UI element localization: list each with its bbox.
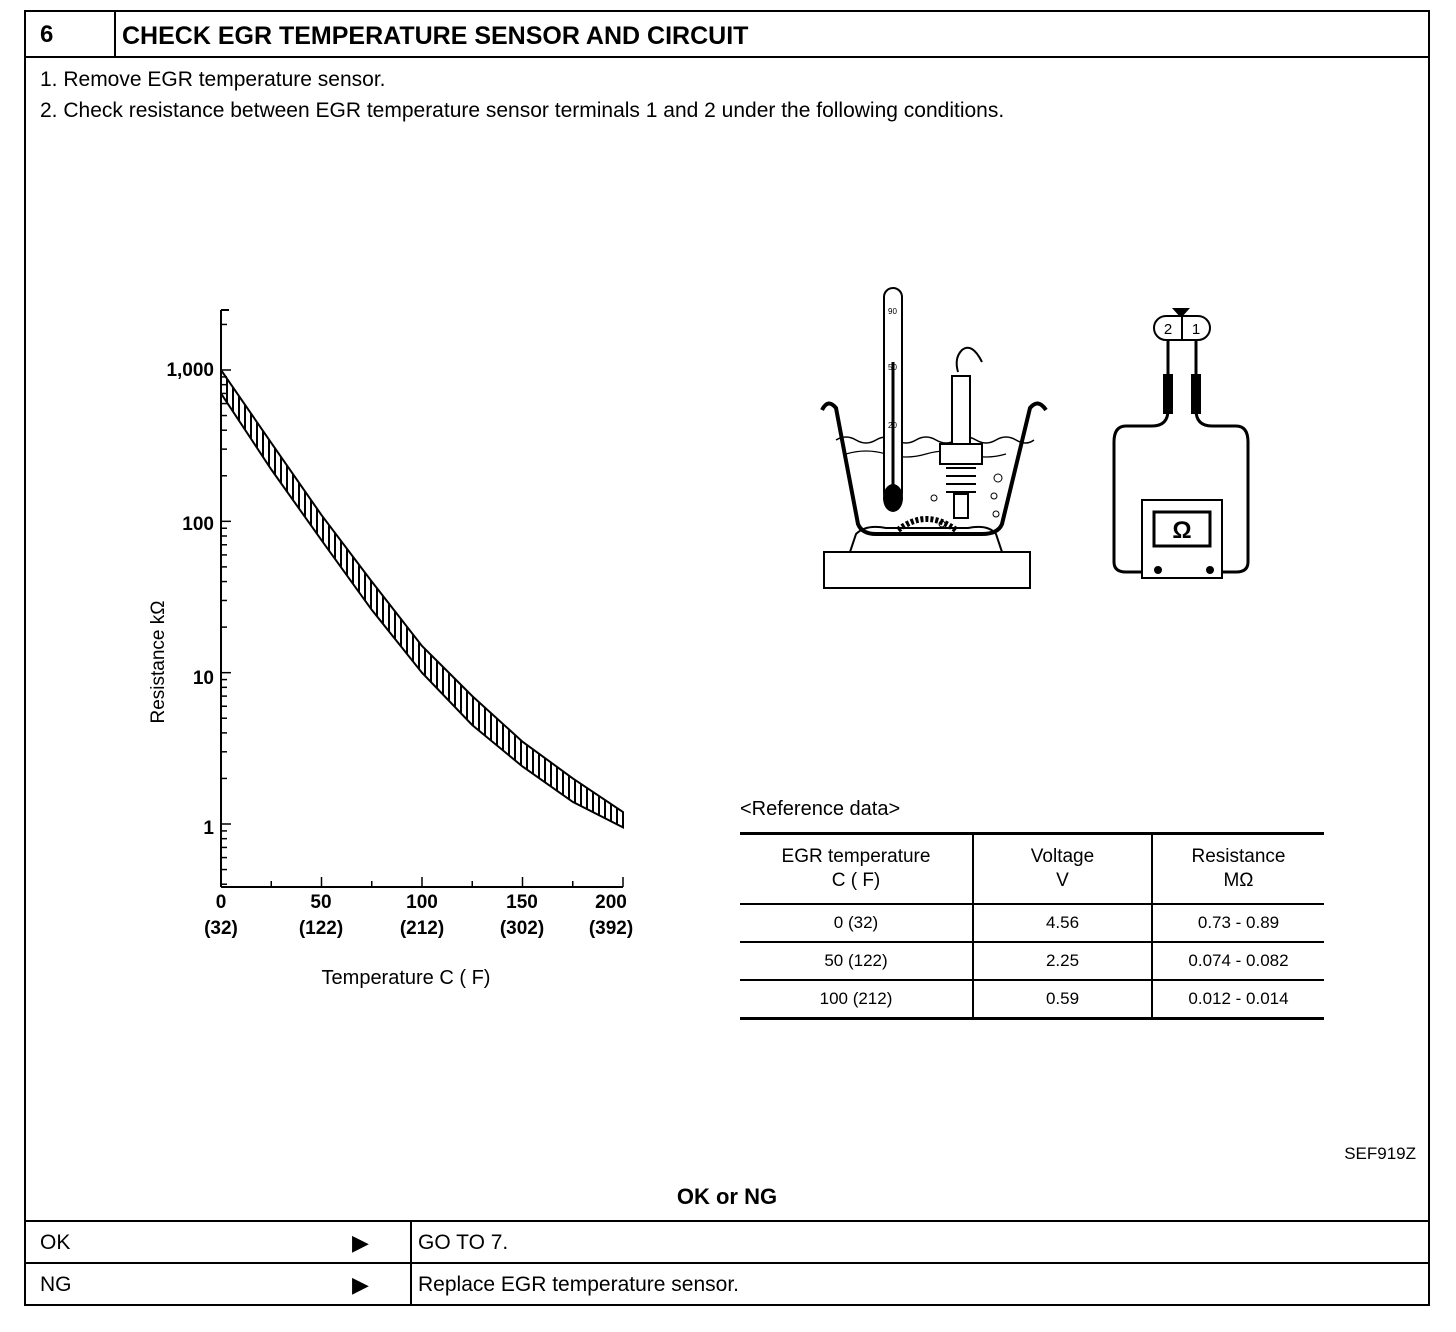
sensor-tip: [953, 493, 969, 519]
thermometer-bulb: [883, 484, 903, 512]
xtick-50-f: (122): [299, 918, 343, 939]
result-divider: [410, 1222, 412, 1262]
result-action-ok: GO TO 7.: [418, 1231, 509, 1254]
thermo-mark-90: 90: [888, 307, 897, 316]
result-row-ng: NG ▶ Replace EGR temperature sensor.: [26, 1262, 1428, 1306]
bubble: [930, 494, 938, 502]
ref-col-resistance: Resistance MΩ: [1151, 833, 1324, 905]
reference-header-row: EGR temperature C ( F) Voltage V Resistanc…: [740, 833, 1324, 905]
xtick-50: 50: [310, 892, 331, 913]
thermo-mark-50: 50: [888, 363, 897, 372]
xtick-150-f: (302): [500, 918, 544, 939]
table-cell: 0.012 - 0.014: [1151, 979, 1324, 1019]
result-label-ng: NG: [40, 1273, 72, 1296]
probe-tip-right: [1191, 374, 1201, 414]
xtick-0: 0: [216, 892, 227, 913]
step-title: CHECK EGR TEMPERATURE SENSOR AND CIRCUIT: [122, 22, 749, 50]
resistance-band: [220, 366, 624, 830]
chart-xlabel: Temperature C ( F): [322, 967, 491, 989]
pin-2-label: 2: [1164, 321, 1172, 338]
bubble: [938, 520, 946, 528]
sensor-body-icon: [951, 375, 971, 447]
probe-tip-left: [1163, 374, 1173, 414]
sensor-cable: [955, 346, 983, 373]
ytick-1000: 1,000: [166, 360, 214, 381]
table-cell: 0.59: [972, 979, 1152, 1019]
flame-icon: [896, 516, 958, 533]
arrow-right-icon: ▶: [352, 1272, 369, 1297]
table-cell: 50 (122): [740, 941, 973, 980]
bubble: [990, 492, 998, 500]
heater-stand: [823, 551, 1031, 589]
ohmmeter-illustration: 2 1 Ω: [1112, 308, 1250, 579]
ohm-icon: Ω: [1172, 517, 1191, 544]
procedure-frame: 6 CHECK EGR TEMPERATURE SENSOR AND CIRCU…: [24, 10, 1430, 1306]
arrow-right-icon: ▶: [352, 1230, 369, 1255]
ohmmeter-display: [1152, 510, 1212, 548]
table-cell: 0 (32): [740, 903, 973, 942]
sensor-thread: [946, 467, 976, 493]
ohmmeter-jack-left: [1154, 566, 1162, 574]
probe-lead-left: [1112, 340, 1170, 574]
reference-title: <Reference data>: [740, 798, 901, 820]
ytick-10: 10: [193, 668, 214, 689]
thermo-mark-20: 20: [888, 421, 897, 430]
step-number: 6: [26, 12, 116, 56]
table-row: 100 (212) 0.59 0.012 - 0.014: [740, 979, 1324, 1019]
xtick-100-f: (212): [400, 918, 444, 939]
heater-burner: [849, 525, 1003, 553]
step-header: 6 CHECK EGR TEMPERATURE SENSOR AND CIRCU…: [26, 12, 1428, 58]
instruction-1: 1. Remove EGR temperature sensor.: [40, 68, 386, 91]
result-divider: [410, 1264, 412, 1306]
table-cell: 0.73 - 0.89: [1151, 903, 1324, 942]
xtick-200: 200: [595, 892, 627, 913]
result-title: OK or NG: [676, 1184, 778, 1209]
connector-key-icon: [1172, 308, 1190, 318]
chart-ylabel: Resistance kΩ: [148, 601, 169, 724]
table-cell: 4.56: [972, 903, 1152, 942]
bubble: [993, 473, 1003, 483]
result-row-ok: OK ▶ GO TO 7.: [26, 1220, 1428, 1262]
table-row: 0 (32) 4.56 0.73 - 0.89: [740, 903, 1324, 942]
instruction-2: 2. Check resistance between EGR temperat…: [40, 99, 1005, 122]
xtick-200-f: (392): [589, 918, 633, 939]
xtick-150: 150: [506, 892, 538, 913]
table-cell: 100 (212): [740, 979, 973, 1019]
probe-lead-right: [1194, 340, 1250, 574]
ytick-100: 100: [182, 514, 214, 535]
table-row: 50 (122) 2.25 0.074 - 0.082: [740, 941, 1324, 980]
table-cell: 2.25: [972, 941, 1152, 980]
xtick-100: 100: [406, 892, 438, 913]
xtick-0-f: (32): [204, 918, 238, 939]
ohmmeter-jack-right: [1206, 566, 1214, 574]
bubble: [992, 510, 1000, 518]
water-bath-illustration: 90 50 20: [820, 287, 1048, 589]
pin-1-label: 1: [1192, 321, 1200, 338]
ref-col-temperature: EGR temperature C ( F): [740, 833, 973, 905]
result-action-ng: Replace EGR temperature sensor.: [418, 1273, 739, 1296]
result-label-ok: OK: [40, 1231, 71, 1254]
table-cell: 0.074 - 0.082: [1151, 941, 1324, 980]
ytick-1: 1: [203, 818, 214, 839]
ref-col-voltage: Voltage V: [972, 833, 1152, 905]
reference-table: EGR temperature C ( F) Voltage V Resistanc…: [740, 832, 1324, 1020]
figure-code: SEF919Z: [1344, 1144, 1416, 1163]
water-surface: [835, 436, 1035, 444]
resistance-chart: Resistance kΩ 1,000 100 10 1 0 50 100 15…: [148, 309, 633, 989]
sensor-nut: [939, 443, 983, 465]
water-bath: [820, 401, 1048, 536]
